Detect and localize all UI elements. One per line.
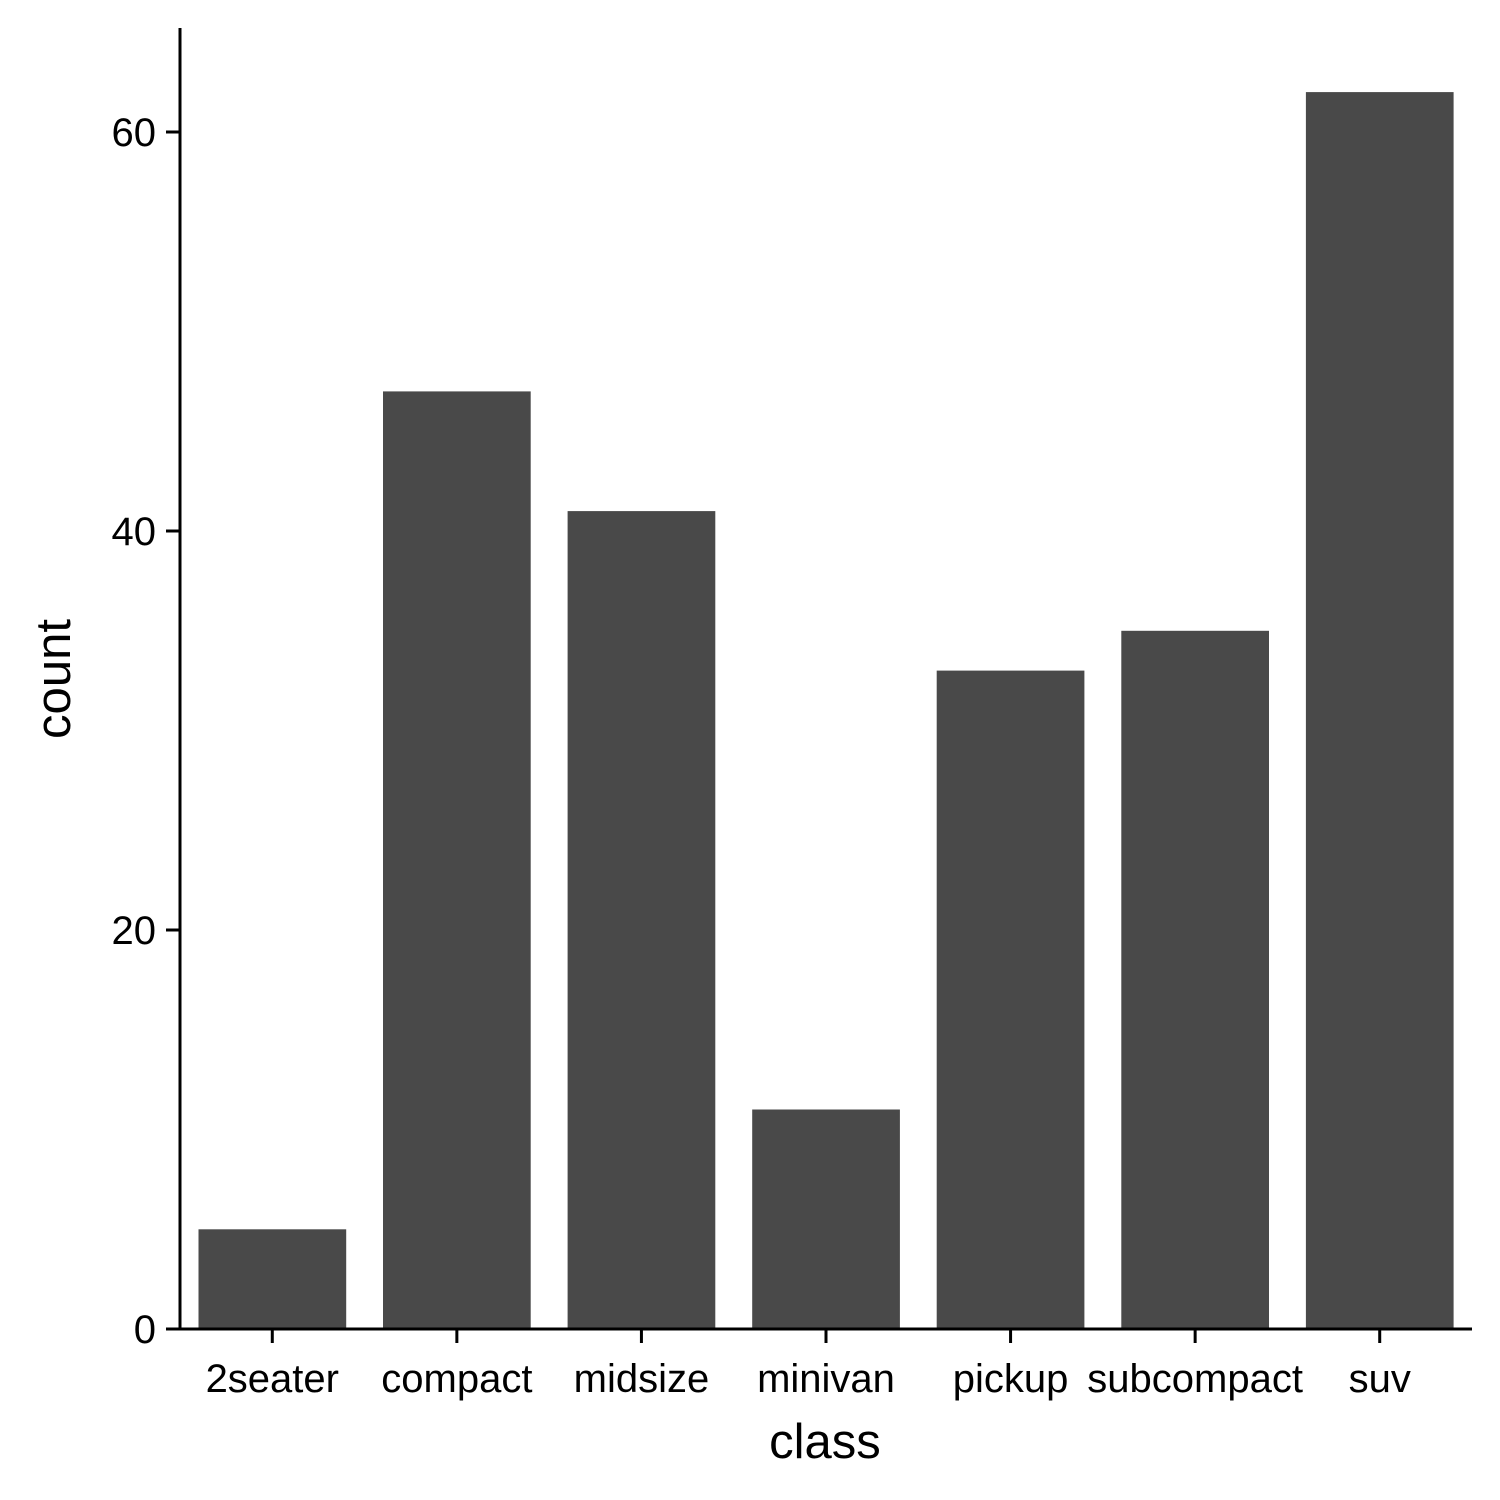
- bar-midsize: [567, 511, 716, 1330]
- x-tick-label-subcompact: subcompact: [1087, 1357, 1303, 1401]
- bar-2seater: [198, 1229, 347, 1330]
- x-tick-label-pickup: pickup: [953, 1357, 1069, 1401]
- bar-suv: [1305, 92, 1454, 1330]
- y-axis-ticks: 0 20 40 60: [112, 111, 180, 1352]
- y-tick-label-20: 20: [112, 909, 157, 953]
- bar-compact: [383, 391, 531, 1329]
- x-tick-label-2seater: 2seater: [206, 1357, 339, 1401]
- y-tick-label-40: 40: [112, 510, 157, 554]
- x-axis-title: class: [769, 1415, 881, 1469]
- bars-group: [198, 92, 1454, 1330]
- x-axis-ticks: 2seater compact midsize minivan pickup subcom…: [206, 1329, 1411, 1401]
- bar-minivan: [752, 1109, 900, 1329]
- bar-subcompact: [1121, 630, 1269, 1330]
- y-axis-title: count: [27, 619, 81, 739]
- x-tick-label-compact: compact: [381, 1357, 532, 1401]
- x-tick-label-minivan: minivan: [757, 1357, 895, 1401]
- bar-pickup: [936, 670, 1085, 1329]
- y-tick-label-0: 0: [134, 1308, 156, 1352]
- y-tick-label-60: 60: [112, 111, 157, 155]
- x-tick-label-suv: suv: [1349, 1357, 1411, 1401]
- x-tick-label-midsize: midsize: [574, 1357, 710, 1401]
